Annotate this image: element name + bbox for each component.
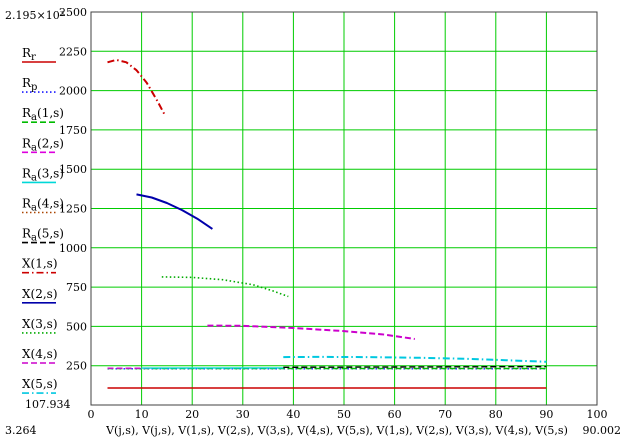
series-x-5-s — [283, 355, 547, 363]
x-tick-label-7: 70 — [438, 408, 452, 421]
x-tick-label-4: 40 — [286, 408, 300, 421]
x-tick-label-5: 50 — [337, 408, 351, 421]
y-top-marker: 2.195×10³ — [5, 9, 64, 22]
series-r-a-5-s — [283, 365, 547, 368]
x-tick-label-8: 80 — [489, 408, 503, 421]
y-tick-label-4: 1250 — [59, 203, 87, 216]
x-axis-label: V(j,s), V(j,s), V(1,s), V(2,s), V(3,s), … — [105, 424, 568, 437]
y-tick-label-6: 1750 — [59, 124, 87, 137]
legend-label-11: X(5,s) — [22, 377, 58, 391]
y-tick-label-8: 2250 — [59, 45, 87, 58]
y-tick-label-3: 1000 — [59, 242, 87, 255]
x-tick-label-9: 90 — [539, 408, 553, 421]
y-tick-label-9: 2500 — [59, 6, 87, 19]
legend-label-5: Ra(4,s) — [22, 197, 64, 214]
legend-label-7: X(1,s) — [22, 257, 58, 271]
series-x-3-s — [161, 276, 289, 298]
series-x-2-s — [136, 193, 213, 230]
y-tick-label-2: 750 — [66, 281, 87, 294]
series-layer — [107, 58, 547, 389]
ticks-layer: 0 10 20 30 40 50 60 70 80 90 100 250 500 750 1000 1250 1… — [59, 6, 608, 421]
x-left-marker: 3.264 — [5, 424, 37, 437]
legend-label-9: X(3,s) — [22, 317, 58, 331]
grid — [91, 12, 597, 405]
legend: Rr Rp Ra(1,s) Ra(2,s) Ra(3,s) Ra(4,s) Ra(5,s) X… — [22, 46, 64, 394]
legend-label-4: Ra(3,s) — [22, 166, 64, 183]
legend-label-6: Ra(5,s) — [22, 227, 64, 244]
plot-area — [90, 11, 598, 406]
x-tick-label-0: 0 — [88, 408, 95, 421]
legend-label-0: Rr — [22, 46, 36, 63]
y-tick-label-7: 2000 — [59, 85, 87, 98]
y-tick-label-5: 1500 — [59, 163, 87, 176]
legend-label-1: Rp — [22, 76, 37, 93]
x-tick-label-2: 20 — [185, 408, 199, 421]
legend-label-3: Ra(2,s) — [22, 136, 64, 153]
y-tick-label-1: 500 — [66, 320, 87, 333]
series-x-4-s — [207, 324, 415, 340]
legend-label-2: Ra(1,s) — [22, 106, 64, 123]
y-bottom-marker: 107.934 — [25, 398, 71, 411]
legend-label-8: X(2,s) — [22, 287, 58, 301]
y-tick-label-0: 250 — [66, 360, 87, 373]
x-tick-label-6: 60 — [388, 408, 402, 421]
x-tick-label-10: 100 — [587, 408, 608, 421]
x-tick-label-3: 30 — [236, 408, 250, 421]
series-x-1-s — [107, 58, 166, 115]
x-right-marker: 90.002 — [583, 424, 622, 437]
legend-label-10: X(4,s) — [22, 347, 58, 361]
x-tick-label-1: 10 — [135, 408, 149, 421]
